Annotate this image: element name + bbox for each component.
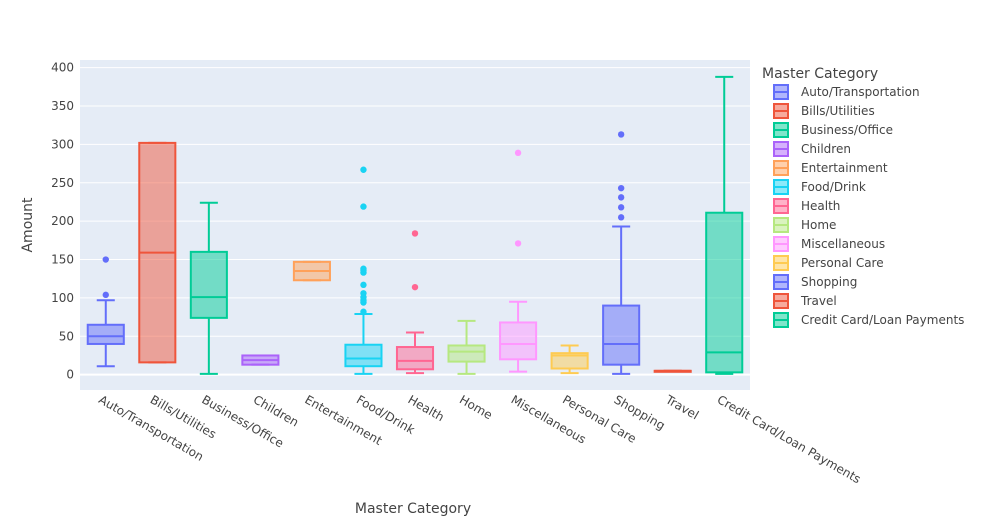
legend-label: Business/Office <box>801 123 893 137</box>
box-3 <box>241 354 280 366</box>
legend-title: Master Category <box>762 66 878 82</box>
box-body <box>86 323 125 345</box>
box-series <box>86 75 744 375</box>
y-tick-label-150: 150 <box>51 253 74 267</box>
box-body <box>550 352 589 370</box>
legend-item-5: Food/Drink <box>773 179 866 195</box>
outlier-point <box>617 194 625 201</box>
legend-item-2: Business/Office <box>773 122 893 138</box>
legend-label: Children <box>801 142 851 156</box>
legend-item-8: Miscellaneous <box>773 236 885 252</box>
legend-label: Travel <box>800 294 837 308</box>
y-tick-label-300: 300 <box>51 137 74 151</box>
outlier-point <box>360 308 367 315</box>
y-tick-label-200: 200 <box>51 214 74 228</box>
outlier-point <box>360 290 367 297</box>
outlier-point <box>360 166 367 173</box>
x-tick-label-12: Credit Card/Loan Payments <box>715 392 864 486</box>
legend-label: Miscellaneous <box>801 237 885 251</box>
box-11 <box>653 369 692 373</box>
legend-label: Shopping <box>801 275 857 289</box>
legend-item-0: Auto/Transportation <box>773 84 920 100</box>
box-body <box>602 304 641 366</box>
outlier-point <box>102 256 109 263</box>
box-body <box>344 343 383 368</box>
legend-item-3: Children <box>773 141 851 157</box>
box-5 <box>344 166 383 375</box>
box-12 <box>705 75 744 375</box>
box-4 <box>292 260 331 282</box>
box-10 <box>602 131 641 375</box>
outlier-point <box>411 283 419 291</box>
y-tick-label-0: 0 <box>66 368 74 382</box>
outlier-point <box>360 265 367 272</box>
y-tick-label-350: 350 <box>51 99 74 113</box>
legend-item-7: Home <box>773 217 836 233</box>
box-body <box>189 250 228 319</box>
legend-item-11: Travel <box>773 293 837 309</box>
box-body <box>395 346 435 371</box>
box-body <box>499 321 538 361</box>
legend-label: Personal Care <box>801 256 884 270</box>
legend-item-6: Health <box>773 198 840 214</box>
legend-label: Entertainment <box>801 161 888 175</box>
outlier-point <box>617 214 625 221</box>
x-tick-label-11: Travel <box>662 392 701 422</box>
legend: Master Category Auto/Transportation Bills… <box>762 66 964 328</box>
legend-label: Food/Drink <box>801 180 866 194</box>
x-tick-label-7: Home <box>457 392 495 422</box>
legend-label: Auto/Transportation <box>801 85 920 99</box>
legend-label: Home <box>801 218 836 232</box>
box-8 <box>499 149 538 373</box>
box-7 <box>447 319 486 375</box>
legend-item-4: Entertainment <box>773 160 888 176</box>
outlier-point <box>102 291 109 299</box>
legend-item-10: Shopping <box>773 274 857 290</box>
box-1 <box>138 141 177 364</box>
box-body <box>705 211 744 374</box>
x-axis-ticks: Auto/TransportationBills/UtilitiesBusine… <box>96 392 863 486</box>
x-axis-title: Master Category <box>355 501 471 517</box>
legend-item-1: Bills/Utilities <box>773 103 875 119</box>
box-9 <box>550 344 589 375</box>
outlier-point <box>514 149 522 157</box>
y-tick-label-400: 400 <box>51 61 74 75</box>
y-tick-label-250: 250 <box>51 176 74 190</box>
legend-label: Credit Card/Loan Payments <box>801 313 964 327</box>
legend-label: Bills/Utilities <box>801 104 875 118</box>
outlier-point <box>411 230 419 237</box>
outlier-point <box>617 184 625 192</box>
y-axis-ticks: 0 50 100 150 200 250 300 350 400 <box>51 61 74 382</box>
y-axis-title: Amount <box>20 197 36 253</box>
legend-item-9: Personal Care <box>773 255 884 271</box>
x-tick-label-6: Health <box>406 392 447 424</box>
legend-item-12: Credit Card/Loan Payments <box>773 312 964 328</box>
box-2 <box>189 201 228 375</box>
y-tick-label-100: 100 <box>51 291 74 305</box>
box-6 <box>395 230 435 375</box>
y-tick-label-50: 50 <box>59 329 74 343</box>
outlier-point <box>617 204 625 211</box>
legend-label: Health <box>801 199 840 213</box>
box-0 <box>86 256 125 368</box>
outlier-point <box>617 131 625 138</box>
box-body <box>447 344 486 363</box>
outlier-point <box>360 203 367 210</box>
outlier-point <box>360 281 367 289</box>
outlier-point <box>514 240 522 247</box>
